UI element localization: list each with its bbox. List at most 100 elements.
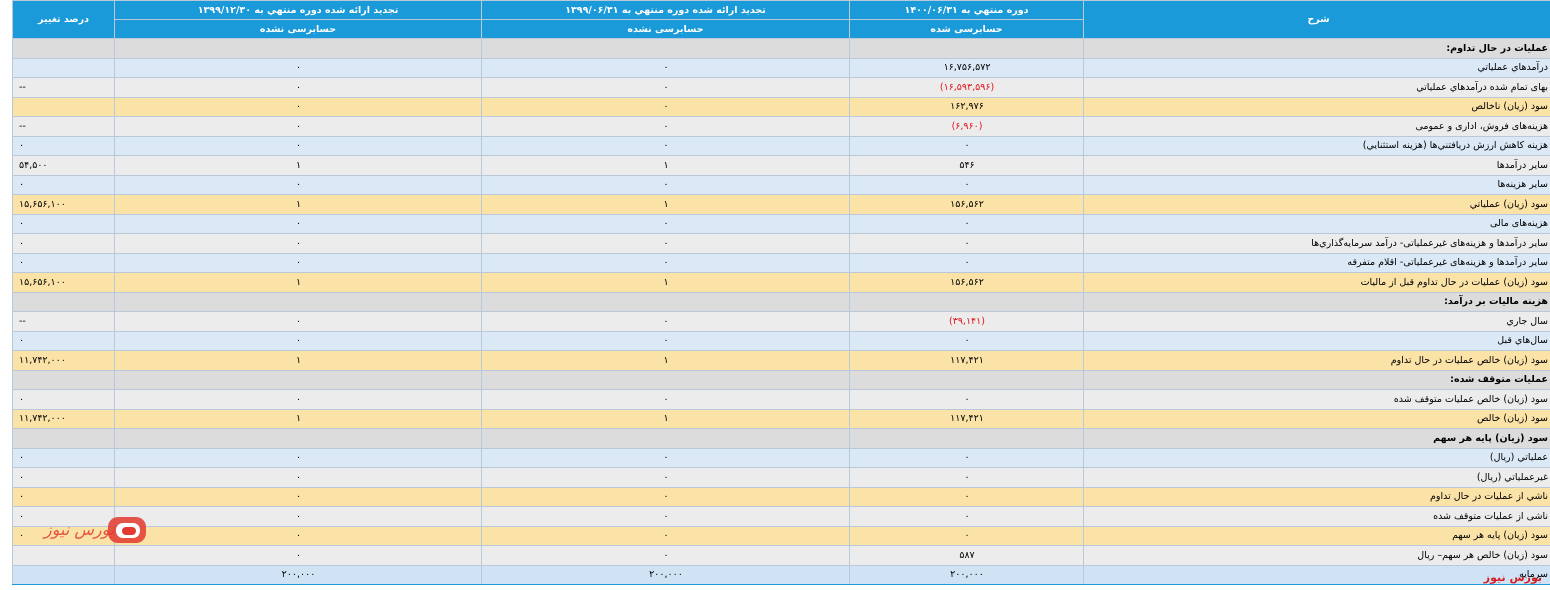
section-row: سود (زيان) پايه هر سهم	[12, 428, 1550, 449]
row-value-period-2	[481, 428, 850, 449]
row-description: ساير درآمدها و هزينه‌هاى غيرعملياتى- درآ…	[1083, 233, 1550, 254]
capital-row: سرمايه ۲۰۰,۰۰۰ ۲۰۰,۰۰۰ ۲۰۰,۰۰۰	[12, 564, 1550, 585]
row-change-percent: --	[12, 311, 115, 332]
row-description: سایر هزينه‌ها	[1083, 174, 1550, 195]
income-statement-container: شرح دوره منتهي به ۱۴۰۰/۰۶/۳۱ تجديد ارائه…	[12, 0, 1550, 585]
row-change-percent: ۵۴,۵۰۰	[12, 155, 115, 176]
row-value-period-1: ۰	[849, 233, 1084, 254]
row-value-period-2	[481, 291, 850, 312]
row-change-percent: ۱۵,۶۵۶,۱۰۰	[12, 194, 115, 215]
row-value-period-1: ۰	[849, 330, 1084, 351]
row-value-period-2: ۰	[481, 213, 850, 234]
row-description: عملياتي (ريال)	[1083, 447, 1550, 468]
table-row: سود (زيان) خالص ۱۱۷,۴۲۱ ۱ ۱ ۱۱,۷۴۲,۰۰۰	[12, 408, 1550, 429]
row-value-period-2: ۱	[481, 350, 850, 371]
header-audit-status-3: حسابرسی نشده	[114, 19, 482, 39]
row-value-period-2	[481, 38, 850, 59]
row-value-period-3	[114, 38, 482, 59]
row-value-period-2: ۰	[481, 311, 850, 332]
row-change-percent	[12, 428, 115, 449]
row-value-period-2: ۰	[481, 174, 850, 195]
table-row: هزينه‏‌هاى مالى ۰ ۰ ۰ ۰	[12, 213, 1550, 234]
row-value-period-1: ۰	[849, 506, 1084, 527]
row-change-percent	[12, 369, 115, 390]
row-value-period-2: ۰	[481, 233, 850, 254]
row-description: سود (زيان) ناخالص	[1083, 96, 1550, 117]
row-change-percent: ۰	[12, 486, 115, 507]
row-value-period-3: ۰	[114, 506, 482, 527]
row-description: ناشي از عمليات در حال تداوم	[1083, 486, 1550, 507]
row-value-period-3: ۰	[114, 135, 482, 156]
row-description: عمليات متوقف شده:	[1083, 369, 1550, 390]
header-change-percent: درصد تغيير	[12, 0, 115, 39]
row-value-period-1: (۱۶,۵۹۳,۵۹۶)	[849, 77, 1084, 98]
table-row: هزينه کاهش ارزش دريافتني‌ها (هزينه استثن…	[12, 135, 1550, 156]
row-description: سود (زيان) خالص عمليات در حال تداوم	[1083, 350, 1550, 371]
row-value-period-3: ۰	[114, 389, 482, 410]
row-description: سود (زيان) خالص هر سهم– ريال	[1083, 545, 1550, 566]
capital-change	[12, 564, 115, 585]
row-value-period-3: ۱	[114, 155, 482, 176]
row-value-period-1: ۰	[849, 447, 1084, 468]
row-value-period-2: ۰	[481, 467, 850, 488]
row-value-period-2: ۰	[481, 330, 850, 351]
row-value-period-3: ۰	[114, 233, 482, 254]
row-value-period-3: ۱	[114, 272, 482, 293]
row-value-period-3: ۰	[114, 77, 482, 98]
row-value-period-3: ۱	[114, 350, 482, 371]
row-description: ساير درآمدها و هزينه‌هاى غيرعملياتى- اقل…	[1083, 252, 1550, 273]
table-row: غيرعملياتي (ريال) ۰ ۰ ۰ ۰	[12, 467, 1550, 488]
section-row: هزينه ماليات بر درآمد:	[12, 291, 1550, 312]
row-description: ناشی از عملیات متوقف شده	[1083, 506, 1550, 527]
row-value-period-1: ۰	[849, 467, 1084, 488]
row-value-period-2: ۰	[481, 77, 850, 98]
row-description: هزينه‏‌هاى مالى	[1083, 213, 1550, 234]
row-value-period-2: ۰	[481, 506, 850, 527]
row-change-percent: ۰	[12, 213, 115, 234]
row-description: هزينه‏‌هاى فروش، ادارى و عمومى	[1083, 116, 1550, 137]
row-value-period-1: ۱۱۷,۴۲۱	[849, 408, 1084, 429]
row-value-period-2: ۰	[481, 57, 850, 78]
table-row: سود (زيان) عملياتي ۱۵۶,۵۶۲ ۱ ۱ ۱۵,۶۵۶,۱۰۰	[12, 194, 1550, 215]
row-change-percent: ۰	[12, 389, 115, 410]
row-description: غيرعملياتي (ريال)	[1083, 467, 1550, 488]
header-audit-status-1: حسابرسی شده	[849, 19, 1084, 39]
table-row: ناشي از عمليات در حال تداوم ۰ ۰ ۰ ۰	[12, 486, 1550, 507]
row-change-percent	[12, 57, 115, 78]
row-description: بهاى تمام شده درآمدهاي عملياتي	[1083, 77, 1550, 98]
row-value-period-3: ۰	[114, 467, 482, 488]
row-change-percent	[12, 96, 115, 117]
row-value-period-1: ۰	[849, 213, 1084, 234]
header-period-2: تجديد ارائه شده دوره منتهي به ۱۳۹۹/۰۶/۳۱	[481, 0, 850, 20]
row-value-period-3: ۰	[114, 252, 482, 273]
row-value-period-2: ۰	[481, 389, 850, 410]
table-row: سال جاري (۳۹,۱۴۱) ۰ ۰ --	[12, 311, 1550, 332]
row-value-period-1: ۵۸۷	[849, 545, 1084, 566]
row-change-percent: --	[12, 116, 115, 137]
row-value-period-3	[114, 428, 482, 449]
row-value-period-1	[849, 38, 1084, 59]
row-value-period-2: ۱	[481, 194, 850, 215]
row-value-period-3: ۱	[114, 194, 482, 215]
table-row: سود (زيان) خالص عمليات در حال تداوم ۱۱۷,۴…	[12, 350, 1550, 371]
row-description: سود (زيان) عملياتي	[1083, 194, 1550, 215]
row-value-period-2	[481, 369, 850, 390]
row-value-period-1: (۳۹,۱۴۱)	[849, 311, 1084, 332]
table-body: عمليات در حال تداوم: درآمدهاي عملياتي ۱۶,۷…	[12, 38, 1550, 566]
row-change-percent: ۰	[12, 135, 115, 156]
table-row: هزينه‏‌هاى فروش، ادارى و عمومى (۶,۹۶۰) ۰ ۰-…	[12, 116, 1550, 137]
table-row: سود (زيان) ناخالص ۱۶۲,۹۷۶ ۰ ۰	[12, 96, 1550, 117]
row-value-period-1: ۱۱۷,۴۲۱	[849, 350, 1084, 371]
row-value-period-3: ۰	[114, 311, 482, 332]
row-value-period-1: ۰	[849, 389, 1084, 410]
row-value-period-3: ۰	[114, 486, 482, 507]
row-value-period-1	[849, 369, 1084, 390]
capital-value-2: ۲۰۰,۰۰۰	[481, 564, 850, 585]
header-period-1: دوره منتهي به ۱۴۰۰/۰۶/۳۱	[849, 0, 1084, 20]
row-value-period-3: ۰	[114, 525, 482, 546]
logo-text: بورس نیوز	[42, 520, 115, 539]
row-value-period-3: ۰	[114, 330, 482, 351]
row-value-period-3: ۰	[114, 96, 482, 117]
row-description: سود (زيان) عمليات در حال تداوم قبل از ما…	[1083, 272, 1550, 293]
row-value-period-2: ۰	[481, 116, 850, 137]
